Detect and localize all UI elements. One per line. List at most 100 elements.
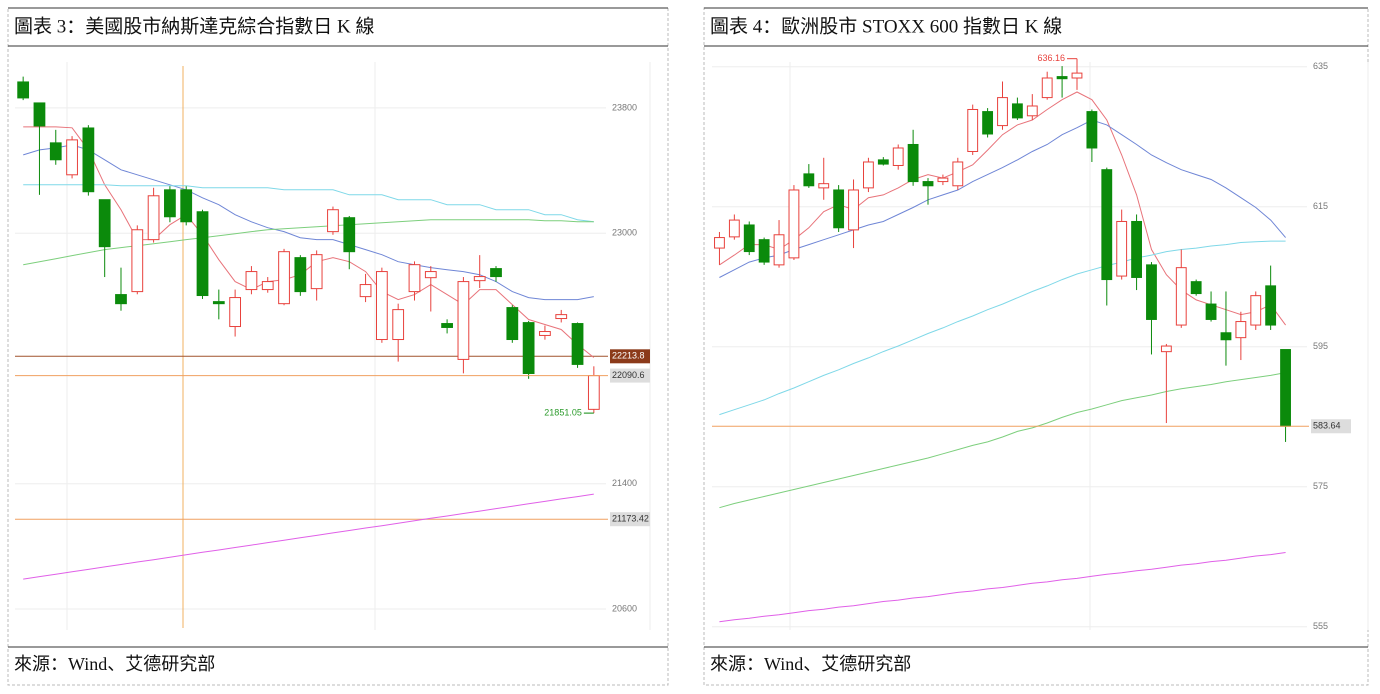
candle-body: [490, 268, 502, 278]
candle-body: [1250, 295, 1262, 326]
candle-body: [522, 322, 535, 374]
price-tag-label: 22213.8: [612, 351, 645, 361]
candle-body: [728, 219, 740, 238]
candle-body: [294, 257, 307, 293]
candle-body: [1041, 77, 1053, 99]
chart-source: 來源：Wind、艾德研究部: [14, 654, 215, 674]
candle-body: [1235, 321, 1247, 339]
candle-body: [327, 209, 339, 233]
candle-body: [1205, 303, 1217, 320]
y-tick-label: 615: [1313, 201, 1328, 211]
candle-body: [278, 251, 290, 305]
candle-body: [82, 127, 95, 193]
y-tick-label: 575: [1313, 481, 1328, 491]
extreme-label: 21851.05: [544, 407, 582, 417]
ma-line: [719, 119, 1286, 278]
candle-body: [115, 294, 127, 305]
price-tag: [1311, 419, 1351, 434]
chart-title: 圖表 4：歐洲股市 STOXX 600 指數日 K 線: [710, 15, 1062, 37]
candle-body: [1011, 103, 1023, 119]
candle-body: [1160, 345, 1172, 353]
candle-body: [877, 159, 889, 165]
candle-body: [375, 271, 388, 341]
candle-body: [506, 307, 519, 341]
y-tick-label: 23000: [612, 228, 637, 238]
candle-body: [803, 173, 815, 187]
candle-body: [49, 142, 62, 161]
price-tag-label: 22090.6: [612, 370, 645, 380]
candle-body: [937, 177, 949, 183]
y-tick-label: 595: [1313, 341, 1328, 351]
candle-body: [1101, 169, 1113, 281]
candle-body: [1190, 281, 1202, 295]
candle-body: [892, 147, 904, 166]
candle-body: [457, 281, 470, 360]
ma-line: [23, 144, 594, 301]
ma-line: [23, 126, 595, 358]
extreme-label: 636.16: [1037, 53, 1065, 63]
candle-body: [907, 143, 919, 183]
candle-body: [1116, 220, 1128, 277]
ma-line: [719, 552, 1286, 623]
chart-title: 圖表 3：美國股市納斯達克綜合指數日 K 線: [14, 15, 374, 37]
candle-body: [17, 81, 30, 99]
candle-body: [473, 276, 486, 282]
candle-body: [1280, 349, 1291, 427]
y-tick-label: 20600: [612, 603, 637, 613]
price-tag: [610, 349, 650, 364]
ma-line: [23, 184, 594, 223]
candle-body: [788, 189, 800, 259]
candle-body: [441, 323, 453, 328]
candle-body: [261, 281, 274, 291]
candle-body: [1086, 111, 1098, 149]
candle-body: [343, 217, 356, 253]
candle-body: [66, 139, 78, 176]
chart-source: 來源：Wind、艾德研究部: [710, 654, 911, 674]
candle-body: [571, 323, 584, 365]
price-tag: [610, 368, 650, 383]
ma-line: [23, 219, 594, 266]
ma-line: [719, 91, 1287, 326]
candle-body: [1175, 267, 1187, 326]
candle-body: [1131, 220, 1142, 278]
ma-line: [719, 240, 1286, 416]
y-tick-label: 555: [1313, 621, 1328, 631]
candle-body: [310, 254, 323, 290]
candle-body: [539, 331, 551, 336]
candle-body: [773, 234, 785, 266]
y-tick-label: 635: [1313, 61, 1328, 71]
candle-body: [245, 271, 258, 291]
candle-body: [1026, 105, 1038, 117]
candle-body: [212, 301, 225, 305]
y-tick-label: 21400: [612, 478, 637, 488]
candle-body: [743, 224, 755, 253]
candle-body: [922, 181, 934, 187]
candle-body: [147, 195, 160, 241]
candle-body: [1071, 72, 1083, 79]
candle-body: [714, 237, 725, 249]
y-tick-label: 23800: [612, 102, 637, 112]
candle-body: [967, 108, 979, 152]
candle-body: [359, 284, 372, 298]
candle-body: [982, 111, 994, 135]
price-tag-label: 583.64: [1313, 421, 1341, 431]
candle-body: [392, 309, 405, 341]
ma-line: [23, 493, 594, 580]
candle-body: [424, 271, 437, 279]
candle-body: [98, 199, 111, 248]
panel-frame: [7, 7, 669, 686]
ma-line: [719, 372, 1286, 509]
candle-body: [180, 189, 193, 223]
candle-body: [848, 189, 859, 231]
candle-body: [131, 229, 144, 293]
candle-body: [587, 375, 600, 410]
candle-body: [863, 161, 874, 189]
candle-body: [164, 189, 176, 218]
candle-body: [952, 161, 964, 187]
price-tag-label: 21173.42: [612, 514, 649, 524]
candle-body: [408, 264, 421, 293]
price-tag: [610, 512, 650, 527]
candle-body: [818, 183, 830, 189]
candle-body: [196, 211, 209, 297]
